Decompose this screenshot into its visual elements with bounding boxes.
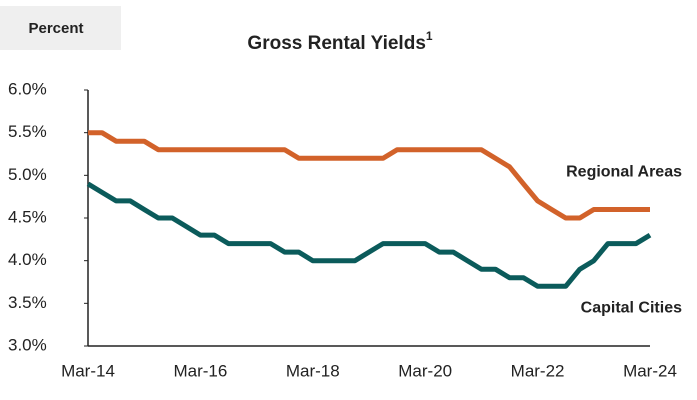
series-line xyxy=(88,130,650,221)
x-tick-label: Mar-20 xyxy=(398,361,452,380)
x-tick-label: Mar-24 xyxy=(623,361,677,380)
y-tick-label: 3.5% xyxy=(8,293,47,312)
title-superscript: 1 xyxy=(426,29,433,43)
x-tick-label: Mar-18 xyxy=(286,361,340,380)
y-tick-label: 6.0% xyxy=(8,79,47,98)
axis-label-box xyxy=(0,6,121,50)
y-tick-label: 3.0% xyxy=(8,335,47,354)
x-tick-label: Mar-16 xyxy=(173,361,227,380)
series-line xyxy=(86,181,652,289)
chart-title: Gross Rental Yields1 xyxy=(247,29,432,54)
y-tick-label: 4.0% xyxy=(8,250,47,269)
x-tick-label: Mar-14 xyxy=(61,361,115,380)
y-tick-label: 5.0% xyxy=(8,165,47,184)
y-axis-label: Percent xyxy=(28,20,83,37)
y-tick-label: 4.5% xyxy=(8,207,47,226)
y-tick-label: 5.5% xyxy=(8,122,47,141)
series-label: Regional Areas xyxy=(566,164,682,181)
x-tick-label: Mar-22 xyxy=(511,361,565,380)
title-text: Gross Rental Yields xyxy=(247,33,425,54)
series-label: Capital Cities xyxy=(581,299,682,316)
